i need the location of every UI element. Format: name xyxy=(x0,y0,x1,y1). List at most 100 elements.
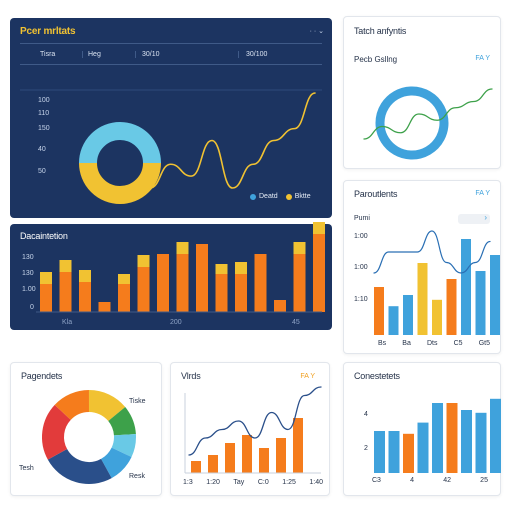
x-tick: 1:20 xyxy=(206,479,220,486)
bar xyxy=(208,455,218,473)
bar xyxy=(475,412,487,473)
donut-slice xyxy=(79,162,161,204)
bar xyxy=(191,461,201,473)
bar xyxy=(293,254,306,312)
bar xyxy=(235,274,247,312)
legend-label: Deatd xyxy=(259,193,278,200)
slice-label: Tesh xyxy=(19,465,34,472)
conversions-chart xyxy=(374,398,501,473)
bar xyxy=(446,403,458,473)
x-tick: 1:3 xyxy=(183,479,193,486)
bar xyxy=(374,287,384,335)
x-tick: Tay xyxy=(233,479,245,486)
bar xyxy=(196,244,208,312)
panel-subtitle: Pecb Gsllng xyxy=(354,55,398,64)
bar xyxy=(254,254,267,312)
series-line xyxy=(363,88,493,140)
legend-item: Bktte xyxy=(285,193,311,200)
legend-item: Deatd xyxy=(250,193,278,200)
bar xyxy=(40,284,52,312)
bar xyxy=(490,398,501,473)
axis-labels: C3 4 42 25 xyxy=(372,477,488,484)
products-x-axis: Bs Ba Dts C5 Gt5 xyxy=(378,340,490,347)
x-tick: Ba xyxy=(402,340,411,347)
y-tick: 2 xyxy=(364,445,368,452)
bar xyxy=(490,255,500,335)
y-tick: 110 xyxy=(38,110,50,117)
bar xyxy=(432,299,442,335)
x-tick: C:0 xyxy=(257,479,269,486)
y-tick: 1:00 xyxy=(354,233,368,240)
filter-badge[interactable]: FA Y xyxy=(475,190,490,197)
bar xyxy=(274,300,286,312)
x-tick: Gt5 xyxy=(478,340,490,347)
filter-badge[interactable]: FA Y xyxy=(300,373,315,380)
series-line xyxy=(373,230,491,274)
x-tick: 1:25 xyxy=(282,479,296,486)
bar xyxy=(403,433,414,473)
panel-toggle[interactable]: › xyxy=(458,213,490,224)
legend-label: Bktte xyxy=(294,193,311,200)
tab-3[interactable]: 30/10 xyxy=(135,51,160,58)
bar-cap xyxy=(293,242,306,254)
y-tick: 4 xyxy=(364,411,368,418)
x-tick: 45 xyxy=(292,319,300,326)
x-tick: Bs xyxy=(378,340,387,347)
donut-slice xyxy=(79,122,161,164)
donut-slice xyxy=(42,404,72,460)
donut-slice xyxy=(88,390,126,422)
bar xyxy=(374,431,385,473)
bar xyxy=(461,239,471,335)
tab-4[interactable]: 30/100 xyxy=(238,51,267,58)
x-tick: 42 xyxy=(443,477,451,484)
x-tick: C5 xyxy=(453,340,463,347)
slice-label: Resk xyxy=(129,473,145,480)
donut-slice xyxy=(100,447,132,479)
bar xyxy=(293,418,303,473)
touch-analytics-panel: Tatch anfyntis Pecb Gsllng FA Y xyxy=(343,16,501,169)
panel-title: Pagendets xyxy=(21,371,63,381)
series-line xyxy=(188,386,322,456)
panel-subtitle: Pumi xyxy=(354,215,370,222)
tab-2[interactable]: Heg xyxy=(82,51,101,58)
slice-label: Tiske xyxy=(129,398,146,405)
views-chart xyxy=(184,386,322,474)
y-tick: 40 xyxy=(38,146,46,153)
donut-slice xyxy=(107,407,136,437)
series-line xyxy=(149,92,316,189)
donut-slice xyxy=(111,434,136,457)
pageviews-panel: Pagendets Tiske Tesh Resk xyxy=(10,362,162,496)
bar xyxy=(137,267,150,312)
bar-cap xyxy=(235,262,247,274)
x-tick: 25 xyxy=(480,477,488,484)
bar xyxy=(403,295,413,335)
y-tick: 130 xyxy=(22,270,34,277)
x-tick: 4 xyxy=(410,477,415,484)
performance-panel: Pcer mrltats · · ⌄ Tisra Heg 30/10 30/10… xyxy=(10,18,332,218)
bar xyxy=(432,403,443,473)
documentation-panel: Dacaintetion 130 130 1.00 0 Kla 200 45 xyxy=(10,222,332,330)
panel-title: Pcer mrltats xyxy=(20,26,76,37)
bar xyxy=(98,302,111,312)
bar xyxy=(118,284,130,312)
panel-title: Paroutlents xyxy=(354,189,398,199)
bar xyxy=(475,271,486,335)
bar xyxy=(276,438,286,473)
bar xyxy=(388,306,399,335)
bar xyxy=(157,254,169,312)
bar-cap xyxy=(118,274,130,284)
products-panel: Paroutlents FA Y Pumi › 1:00 1:00 1:10 xyxy=(343,180,501,354)
performance-chart xyxy=(20,89,322,204)
bar-cap xyxy=(215,264,228,274)
bar xyxy=(242,435,252,473)
donut-slice xyxy=(47,448,112,484)
y-tick: 50 xyxy=(38,168,46,175)
filter-badge[interactable]: FA Y xyxy=(475,55,490,62)
x-tick: Kla xyxy=(62,319,73,326)
tab-1[interactable]: Tisra xyxy=(40,51,56,58)
panel-controls[interactable]: · · ⌄ xyxy=(309,28,324,35)
bar-cap xyxy=(176,242,189,254)
bar-cap xyxy=(59,260,72,272)
bar xyxy=(417,263,428,335)
bar xyxy=(59,272,72,312)
